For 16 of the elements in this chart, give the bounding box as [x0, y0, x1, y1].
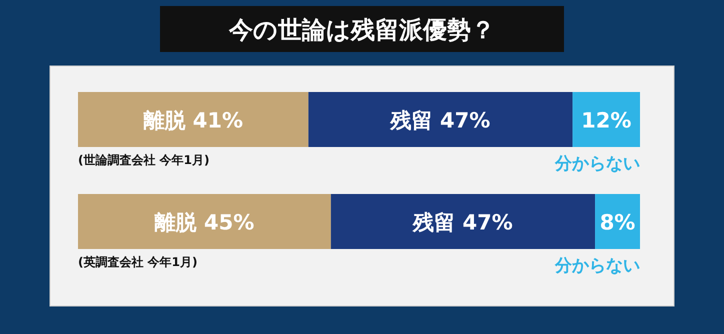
y-tick-label: (英調査会社 今年1月): [78, 255, 198, 269]
text: 残留 47%: [413, 210, 513, 234]
data-label: 12%: [581, 108, 632, 132]
text: 離脱 41%: [143, 108, 243, 132]
data-label: 8%: [600, 210, 636, 234]
text: 残留 47%: [390, 108, 490, 132]
chart-title: 今の世論は残留派優勢？: [228, 16, 495, 44]
text: 分からない: [555, 256, 640, 276]
bar: [78, 92, 308, 147]
bar: [308, 92, 573, 147]
y-tick-label: (世論調査会社 今年1月): [78, 153, 210, 167]
bar: [330, 194, 596, 249]
series-label: 分からない: [554, 154, 640, 174]
bar: [78, 194, 331, 249]
bar: [572, 92, 640, 147]
text: 離脱 45%: [154, 210, 254, 234]
